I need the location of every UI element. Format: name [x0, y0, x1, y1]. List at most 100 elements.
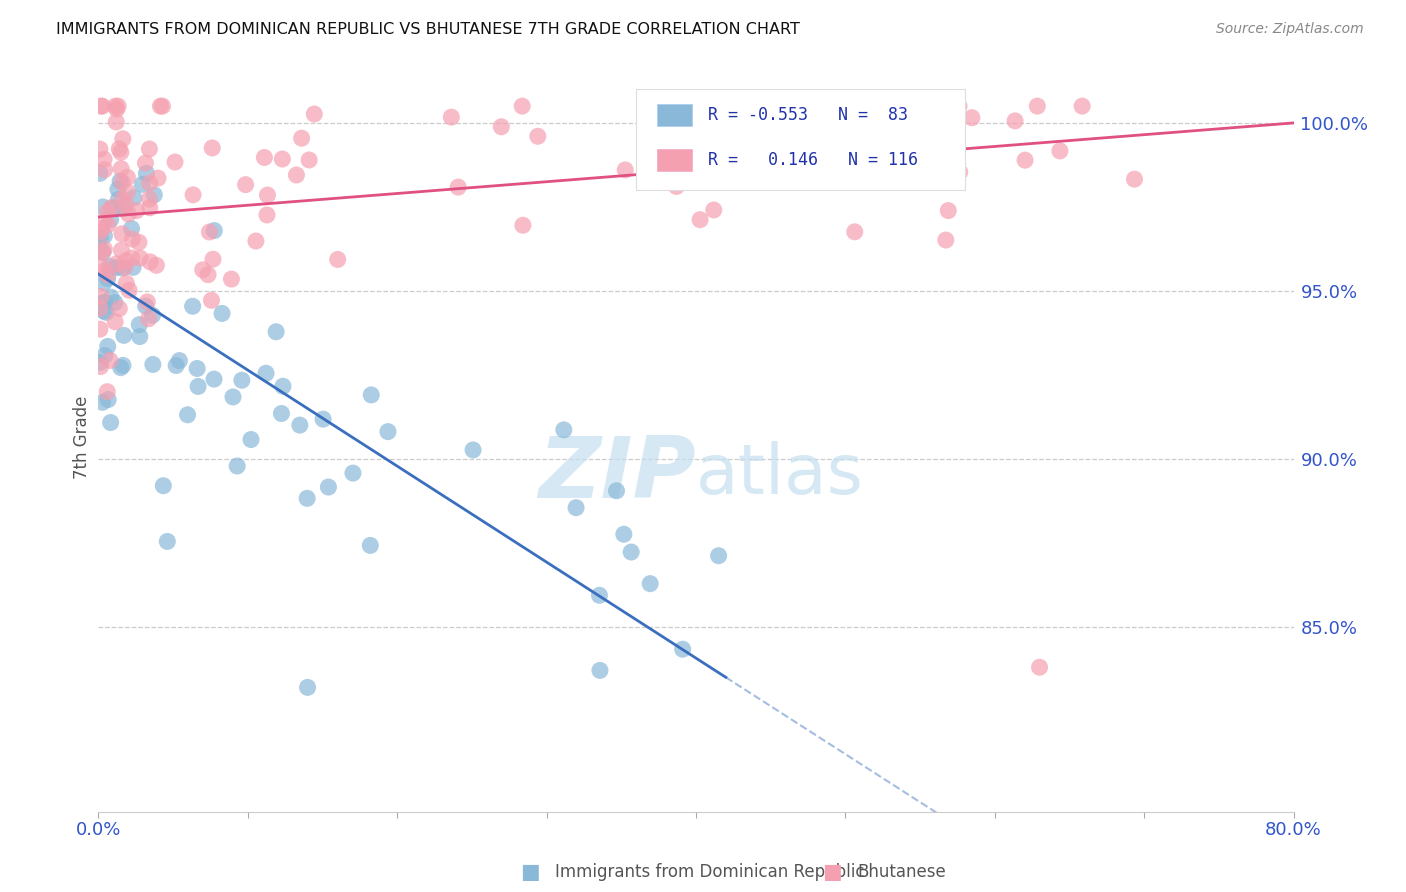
Text: R =   0.146   N = 116: R = 0.146 N = 116 [709, 151, 918, 169]
Point [793, 99, 815, 113]
Point [312, 412, 335, 426]
Point [152, 479, 174, 493]
Point [97, 392, 120, 407]
Point [512, 219, 534, 233]
Point [107, 99, 129, 113]
Point [143, 187, 166, 202]
Point [115, 253, 138, 268]
Point [89, 242, 111, 256]
Point [264, 325, 287, 339]
Point [104, 315, 127, 329]
Point [122, 191, 145, 205]
Point [620, 545, 643, 559]
Point [231, 373, 253, 387]
Point [131, 178, 153, 192]
Point [117, 185, 139, 199]
Point [94, 263, 117, 277]
Point [138, 311, 160, 326]
Point [360, 388, 382, 402]
Point [491, 120, 513, 134]
Point [91, 295, 114, 310]
Point [297, 681, 319, 695]
Point [226, 458, 249, 473]
Point [298, 153, 321, 167]
Point [716, 162, 738, 177]
Point [105, 115, 128, 129]
Point [97, 339, 120, 353]
Point [202, 372, 225, 386]
Point [759, 99, 782, 113]
Point [121, 232, 143, 246]
Point [256, 188, 278, 202]
Point [638, 576, 661, 591]
Point [93, 242, 115, 256]
Point [152, 99, 174, 113]
Point [935, 233, 957, 247]
Point [202, 223, 225, 237]
Point [111, 192, 134, 206]
Point [89, 142, 111, 156]
Point [723, 161, 745, 175]
Point [565, 500, 588, 515]
Text: ■: ■ [520, 863, 540, 882]
Point [254, 366, 277, 380]
Point [201, 252, 224, 267]
Point [149, 99, 172, 113]
Point [186, 361, 208, 376]
Point [146, 171, 169, 186]
Point [104, 99, 127, 113]
Point [111, 227, 134, 241]
Point [100, 212, 122, 227]
Point [91, 99, 114, 113]
Point [291, 131, 314, 145]
Point [100, 416, 122, 430]
Point [553, 423, 575, 437]
Point [93, 153, 115, 167]
Point [105, 260, 128, 275]
Point [141, 308, 163, 322]
Point [440, 110, 463, 124]
Point [326, 252, 349, 267]
Point [211, 306, 233, 320]
Point [138, 142, 160, 156]
Point [97, 204, 120, 219]
Point [253, 151, 276, 165]
Point [839, 99, 862, 113]
Point [1004, 114, 1026, 128]
Point [103, 201, 125, 215]
Point [139, 201, 162, 215]
Point [91, 200, 114, 214]
Text: Bhutanese: Bhutanese [858, 863, 946, 881]
Point [165, 359, 187, 373]
Point [359, 538, 381, 552]
Point [288, 418, 311, 433]
Point [648, 121, 671, 136]
Point [285, 168, 308, 182]
Point [187, 379, 209, 393]
Point [89, 225, 111, 239]
Point [96, 384, 118, 399]
Point [838, 105, 860, 120]
Point [145, 258, 167, 272]
Point [1028, 660, 1050, 674]
Point [108, 301, 131, 316]
Point [134, 156, 156, 170]
Point [658, 158, 681, 172]
Point [588, 588, 610, 602]
FancyBboxPatch shape [657, 103, 692, 126]
Point [105, 102, 128, 116]
Point [256, 208, 278, 222]
Point [222, 390, 245, 404]
Point [589, 664, 612, 678]
Point [844, 225, 866, 239]
Point [93, 162, 115, 177]
Point [122, 260, 145, 275]
Point [121, 221, 143, 235]
Point [93, 276, 115, 290]
Point [295, 491, 318, 506]
Point [114, 198, 136, 212]
Point [110, 145, 132, 160]
Point [1123, 172, 1146, 186]
Point [89, 258, 111, 272]
Point [703, 202, 725, 217]
